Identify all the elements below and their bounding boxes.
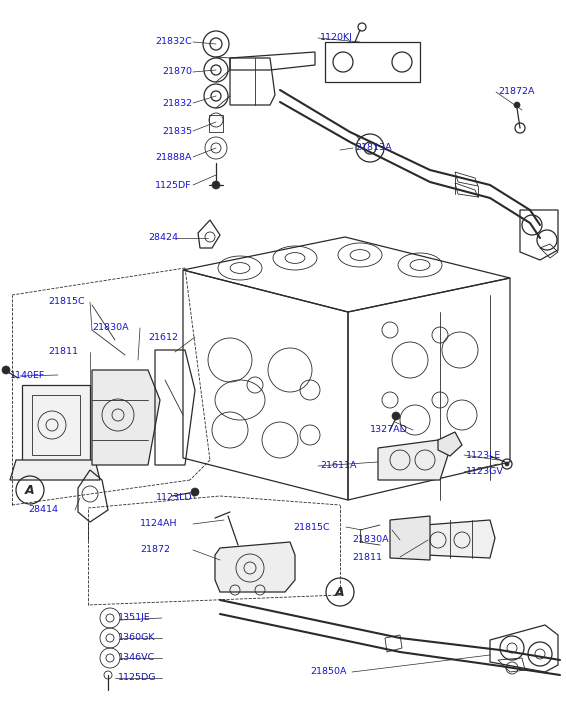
Text: 1120KJ: 1120KJ [320, 33, 353, 42]
Text: 21811: 21811 [48, 348, 78, 356]
Circle shape [514, 102, 520, 108]
Text: 1125DF: 1125DF [156, 180, 192, 190]
Text: 21832: 21832 [162, 98, 192, 108]
Text: 1123LD: 1123LD [156, 494, 192, 502]
Text: A: A [25, 483, 35, 497]
Text: 21830A: 21830A [352, 536, 389, 545]
Text: 28424: 28424 [148, 233, 178, 243]
Polygon shape [10, 460, 100, 480]
Text: 21835: 21835 [162, 126, 192, 135]
Text: 21830A: 21830A [92, 324, 128, 332]
Text: 21815C: 21815C [48, 297, 85, 307]
Circle shape [212, 181, 220, 189]
Polygon shape [215, 542, 295, 592]
Circle shape [191, 488, 199, 496]
Text: 1125DG: 1125DG [118, 673, 157, 683]
Text: A: A [335, 585, 345, 598]
Text: 1140EF: 1140EF [10, 371, 45, 379]
Text: 21872: 21872 [140, 545, 170, 555]
Text: 1360GK: 1360GK [118, 633, 156, 643]
Text: 1327AD: 1327AD [370, 425, 408, 435]
Text: 21888A: 21888A [156, 153, 192, 161]
Circle shape [2, 366, 10, 374]
Polygon shape [425, 520, 495, 558]
Text: 21811: 21811 [352, 553, 382, 561]
Text: 21832C: 21832C [155, 38, 192, 47]
Text: 1351JE: 1351JE [118, 614, 151, 622]
Polygon shape [378, 440, 448, 480]
Circle shape [505, 462, 509, 466]
Text: 21870: 21870 [162, 68, 192, 76]
Polygon shape [92, 370, 160, 465]
Polygon shape [22, 385, 90, 465]
Text: 21612: 21612 [148, 332, 178, 342]
Text: 21872A: 21872A [498, 87, 534, 97]
Text: 21611A: 21611A [320, 462, 357, 470]
Polygon shape [390, 516, 430, 560]
Circle shape [392, 412, 400, 420]
Polygon shape [438, 432, 462, 456]
Text: 21815C: 21815C [293, 523, 329, 531]
Text: 1346VC: 1346VC [118, 654, 155, 662]
Text: 1123LE: 1123LE [466, 451, 501, 459]
Text: 21850A: 21850A [310, 667, 346, 677]
Text: 28414: 28414 [28, 505, 58, 515]
Text: 21813A: 21813A [355, 143, 392, 153]
Text: 1124AH: 1124AH [140, 520, 178, 529]
Text: 1123GV: 1123GV [466, 467, 504, 476]
